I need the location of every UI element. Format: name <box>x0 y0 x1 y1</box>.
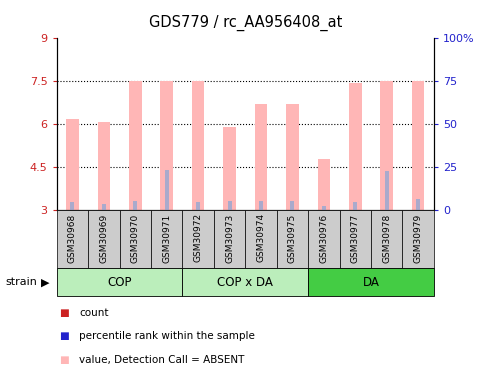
Text: GSM30973: GSM30973 <box>225 213 234 262</box>
Bar <box>182 268 308 296</box>
Text: GSM30970: GSM30970 <box>131 213 140 262</box>
Text: GSM30968: GSM30968 <box>68 213 77 262</box>
Bar <box>88 210 119 268</box>
Text: percentile rank within the sample: percentile rank within the sample <box>79 332 255 341</box>
Bar <box>381 81 393 210</box>
Bar <box>286 104 299 210</box>
Text: COP: COP <box>107 276 132 289</box>
Bar <box>223 127 236 210</box>
Bar <box>385 171 389 210</box>
Text: GSM30974: GSM30974 <box>256 213 266 262</box>
Bar <box>119 210 151 268</box>
Bar <box>349 83 361 210</box>
Bar <box>102 204 106 210</box>
Bar <box>259 201 263 210</box>
Bar <box>308 268 434 296</box>
Bar <box>245 210 277 268</box>
Bar <box>214 210 246 268</box>
Text: GSM30978: GSM30978 <box>382 213 391 262</box>
Bar <box>371 210 402 268</box>
Bar <box>308 210 340 268</box>
Text: ■: ■ <box>59 308 69 318</box>
Bar <box>98 122 110 210</box>
Text: strain: strain <box>5 277 37 287</box>
Bar <box>340 210 371 268</box>
Bar <box>196 202 200 210</box>
Bar <box>133 201 138 210</box>
Bar <box>165 170 169 210</box>
Text: GSM30979: GSM30979 <box>414 213 423 262</box>
Text: ▶: ▶ <box>41 277 49 287</box>
Text: GSM30971: GSM30971 <box>162 213 171 262</box>
Text: GSM30969: GSM30969 <box>99 213 108 262</box>
Text: value, Detection Call = ABSENT: value, Detection Call = ABSENT <box>79 355 244 364</box>
Bar <box>402 210 434 268</box>
Bar <box>129 81 141 210</box>
Text: GSM30975: GSM30975 <box>288 213 297 262</box>
Bar <box>151 210 182 268</box>
Bar <box>182 210 214 268</box>
Bar <box>317 159 330 210</box>
Bar <box>322 206 326 210</box>
Text: count: count <box>79 308 108 318</box>
Bar <box>412 81 424 210</box>
Bar <box>192 81 205 210</box>
Bar <box>57 268 182 296</box>
Bar <box>277 210 308 268</box>
Bar <box>353 202 357 210</box>
Bar <box>290 201 294 210</box>
Bar <box>160 81 173 210</box>
Text: GSM30972: GSM30972 <box>194 213 203 262</box>
Bar <box>416 199 420 210</box>
Text: GDS779 / rc_AA956408_at: GDS779 / rc_AA956408_at <box>148 15 342 31</box>
Text: COP x DA: COP x DA <box>217 276 273 289</box>
Text: ■: ■ <box>59 355 69 364</box>
Bar <box>66 120 79 210</box>
Text: GSM30977: GSM30977 <box>351 213 360 262</box>
Bar <box>57 210 88 268</box>
Text: GSM30976: GSM30976 <box>319 213 328 262</box>
Bar <box>70 202 74 210</box>
Bar <box>255 104 267 210</box>
Bar <box>227 201 232 210</box>
Text: ■: ■ <box>59 332 69 341</box>
Text: DA: DA <box>362 276 380 289</box>
